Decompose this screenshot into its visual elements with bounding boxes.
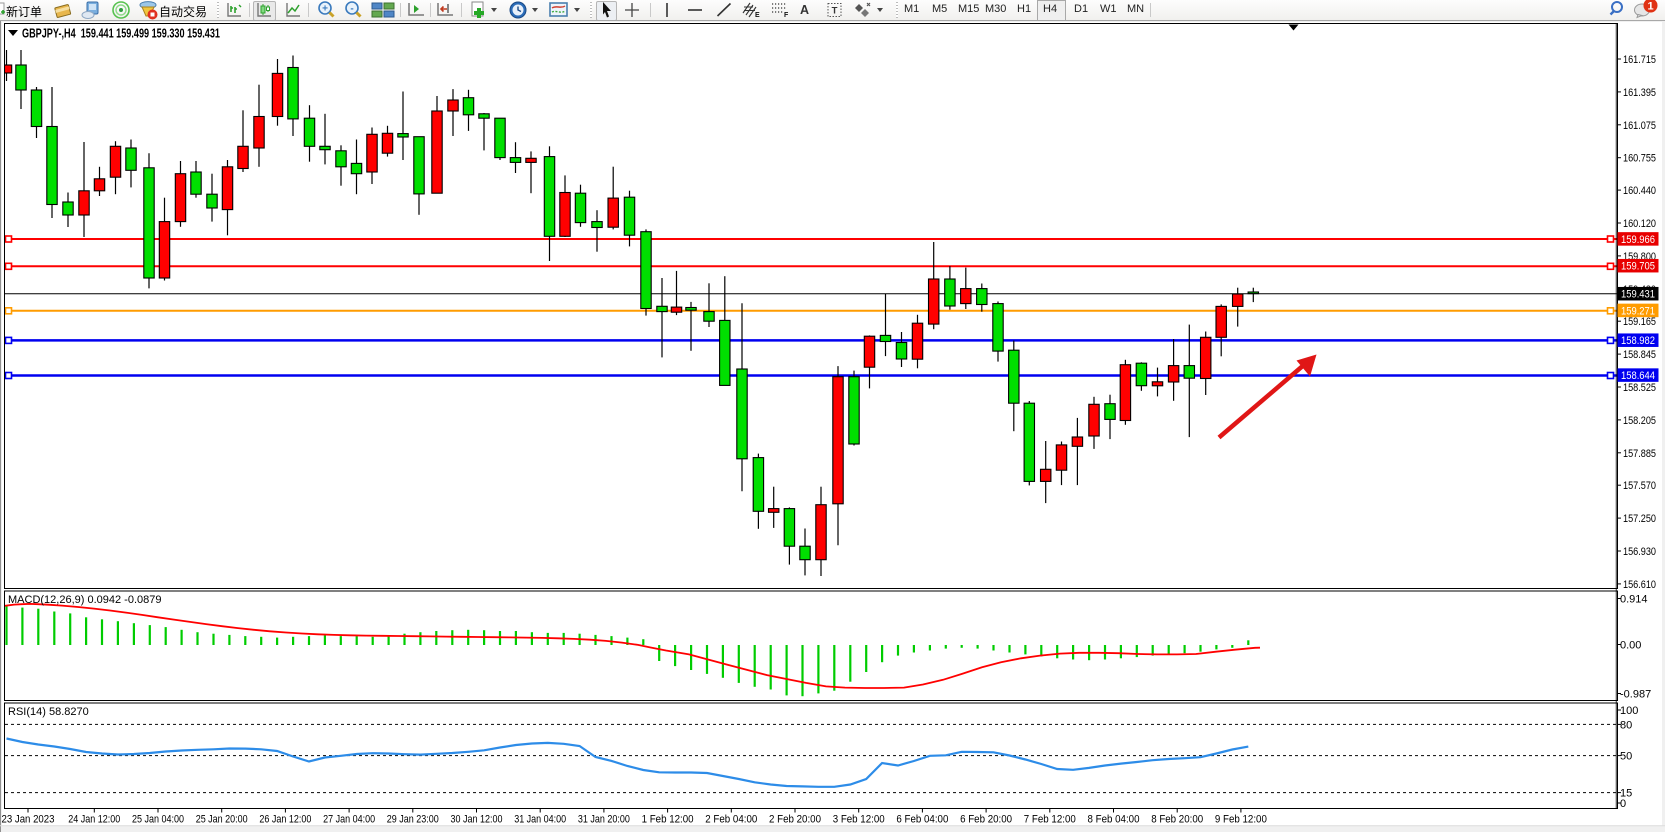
svg-text:30 Jan 12:00: 30 Jan 12:00 bbox=[451, 814, 503, 826]
svg-text:156.930: 156.930 bbox=[1623, 546, 1656, 558]
svg-text:27 Jan 04:00: 27 Jan 04:00 bbox=[323, 814, 375, 826]
svg-text:MACD(12,26,9) 0.0942 -0.0879: MACD(12,26,9) 0.0942 -0.0879 bbox=[8, 594, 161, 606]
svg-text:1: 1 bbox=[1647, 1, 1653, 13]
svg-text:RSI(14) 58.8270: RSI(14) 58.8270 bbox=[8, 706, 89, 718]
svg-text:GBPJPY-,H4 159.441 159.499 15: GBPJPY-,H4 159.441 159.499 159.330 159.4… bbox=[22, 27, 220, 41]
svg-text:161.715: 161.715 bbox=[1623, 54, 1656, 66]
svg-text:6 Feb 20:00: 6 Feb 20:00 bbox=[960, 814, 1012, 826]
svg-text:0.00: 0.00 bbox=[1620, 640, 1641, 652]
svg-text:3 Feb 12:00: 3 Feb 12:00 bbox=[833, 814, 885, 826]
svg-text:159.431: 159.431 bbox=[1621, 289, 1655, 301]
svg-text:158.205: 158.205 bbox=[1623, 415, 1656, 427]
svg-text:24 Jan 12:00: 24 Jan 12:00 bbox=[68, 814, 120, 826]
svg-text:+: + bbox=[322, 4, 328, 15]
svg-text:158.525: 158.525 bbox=[1623, 382, 1656, 394]
svg-text:23 Jan 2023: 23 Jan 2023 bbox=[2, 814, 55, 826]
svg-text:F: F bbox=[784, 12, 789, 19]
svg-text:25 Jan 04:00: 25 Jan 04:00 bbox=[132, 814, 184, 826]
svg-text:0: 0 bbox=[1620, 798, 1626, 810]
svg-text:2 Feb 20:00: 2 Feb 20:00 bbox=[769, 814, 821, 826]
svg-text:100: 100 bbox=[1620, 705, 1638, 717]
svg-text:161.075: 161.075 bbox=[1623, 120, 1656, 132]
svg-text:8 Feb 04:00: 8 Feb 04:00 bbox=[1088, 814, 1140, 826]
svg-text:-0.987: -0.987 bbox=[1620, 689, 1651, 701]
svg-text:29 Jan 23:00: 29 Jan 23:00 bbox=[387, 814, 439, 826]
svg-text:6 Feb 04:00: 6 Feb 04:00 bbox=[896, 814, 948, 826]
svg-text:31 Jan 20:00: 31 Jan 20:00 bbox=[578, 814, 630, 826]
svg-text:25 Jan 20:00: 25 Jan 20:00 bbox=[196, 814, 248, 826]
svg-text:8 Feb 20:00: 8 Feb 20:00 bbox=[1151, 814, 1203, 826]
svg-text:159.271: 159.271 bbox=[1621, 305, 1655, 317]
svg-text:-: - bbox=[350, 4, 353, 15]
svg-text:26 Jan 12:00: 26 Jan 12:00 bbox=[259, 814, 311, 826]
svg-text:159.165: 159.165 bbox=[1623, 316, 1656, 328]
svg-text:15: 15 bbox=[1620, 788, 1632, 800]
svg-text:158.644: 158.644 bbox=[1621, 370, 1655, 382]
svg-text:156.610: 156.610 bbox=[1623, 579, 1656, 591]
svg-text:2 Feb 04:00: 2 Feb 04:00 bbox=[705, 814, 757, 826]
svg-text:157.570: 157.570 bbox=[1623, 480, 1656, 492]
svg-text:T: T bbox=[832, 6, 838, 17]
svg-text:159.705: 159.705 bbox=[1621, 261, 1655, 273]
svg-text:9 Feb 12:00: 9 Feb 12:00 bbox=[1215, 814, 1267, 826]
svg-text:161.395: 161.395 bbox=[1623, 87, 1656, 99]
svg-text:7 Feb 12:00: 7 Feb 12:00 bbox=[1024, 814, 1076, 826]
svg-text:159.966: 159.966 bbox=[1621, 234, 1655, 246]
svg-text:158.845: 158.845 bbox=[1623, 349, 1656, 361]
svg-text:160.120: 160.120 bbox=[1623, 218, 1656, 230]
svg-text:157.885: 157.885 bbox=[1623, 448, 1656, 460]
svg-text:50: 50 bbox=[1620, 751, 1632, 763]
svg-text:158.982: 158.982 bbox=[1621, 335, 1655, 347]
svg-text:31 Jan 04:00: 31 Jan 04:00 bbox=[514, 814, 566, 826]
svg-text:160.440: 160.440 bbox=[1623, 185, 1656, 197]
svg-text:157.250: 157.250 bbox=[1623, 513, 1656, 525]
svg-text:1 Feb 12:00: 1 Feb 12:00 bbox=[642, 814, 694, 826]
svg-text:0.914: 0.914 bbox=[1620, 594, 1648, 606]
svg-text:80: 80 bbox=[1620, 719, 1632, 731]
svg-text:E: E bbox=[755, 12, 760, 19]
svg-text:160.755: 160.755 bbox=[1623, 153, 1656, 165]
